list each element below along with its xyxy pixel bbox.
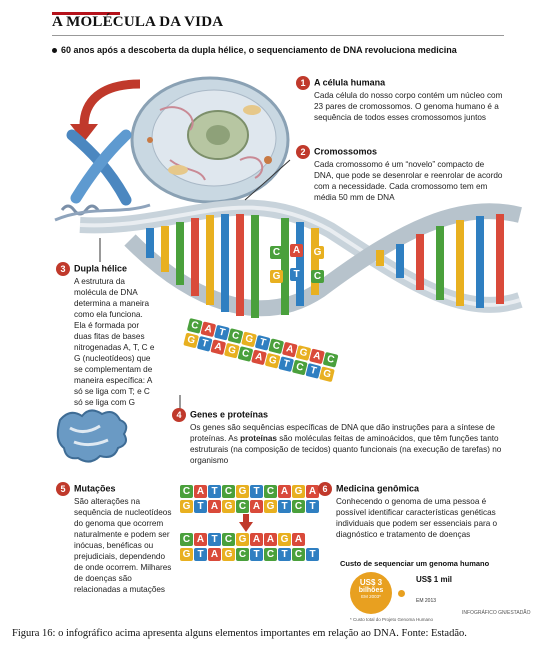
nucleotide-G: G <box>180 548 193 561</box>
section-text: Os genes são sequências específicas de D… <box>190 423 502 465</box>
step-number-badge: 2 <box>296 145 310 159</box>
cost-footnote: * Custo total do Projeto Genoma Humano <box>350 617 434 622</box>
section-title: Mutações <box>74 483 116 494</box>
nucleotide-C: C <box>292 500 305 513</box>
nucleotide-G: G <box>236 533 249 546</box>
coin-2003: US$ 3 bilhões EM 2003* <box>350 572 392 614</box>
nucleotide-G: G <box>222 548 235 561</box>
nucleotide-T: T <box>208 485 221 498</box>
nucleotide-C: C <box>236 548 249 561</box>
protein-illustration <box>56 409 128 463</box>
nucleotide-C: C <box>222 533 235 546</box>
bullet-icon <box>52 48 57 54</box>
section-4: 4 Genes e proteínas Os genes são sequênci… <box>172 408 502 466</box>
page-title: A MOLÉCULA DA VIDA <box>52 14 224 30</box>
nucleotide-T: T <box>278 500 291 513</box>
nucleotide-T: T <box>306 500 319 513</box>
coin-value: US$ 3 <box>359 578 383 587</box>
section-text: Conhecendo o genoma de uma pessoa é poss… <box>336 497 498 539</box>
coin-2013-value: US$ 1 mil <box>416 575 453 584</box>
helix-base: G <box>270 270 283 283</box>
coin-2013-year: EM 2013 <box>416 598 437 604</box>
nucleotide-C: C <box>264 485 277 498</box>
section-2: 2 Cromossomos Cada cromossomo é um “novel… <box>296 145 506 203</box>
title-accent-bar <box>52 12 120 15</box>
step-number-badge: 1 <box>296 76 310 90</box>
nucleotide-T: T <box>278 548 291 561</box>
nucleotide-C: C <box>292 548 305 561</box>
nucleotide-T: T <box>194 500 207 513</box>
section-text: A estrutura da molécula de DNA determina… <box>74 277 155 407</box>
nucleotide-A: A <box>194 533 207 546</box>
section-6: 6 Medicina genômica Conhecendo o genoma d… <box>318 482 508 540</box>
red-arrowhead-icon <box>70 124 98 142</box>
nucleotide-T: T <box>194 548 207 561</box>
nucleotide-C: C <box>236 500 249 513</box>
nucleotide-G: G <box>180 500 193 513</box>
section-title: Cromossomos <box>314 146 378 157</box>
section-text: Cada célula do nosso corpo contém um núc… <box>314 91 503 122</box>
red-arrow-icon <box>79 79 141 127</box>
coin-year: EM 2003* <box>361 594 381 599</box>
nucleotide-G: G <box>222 500 235 513</box>
nucleotide-C: C <box>222 485 235 498</box>
infographic-credit: INFOGRÁFICO GN/ESTADÃO <box>462 610 531 616</box>
nucleotide-A: A <box>250 533 263 546</box>
helix-base: A <box>290 244 303 257</box>
section-title: A célula humana <box>314 77 386 88</box>
section-title: Genes e proteínas <box>190 409 269 420</box>
helix-base: G <box>311 246 324 259</box>
subtitle-text: 60 anos após a descoberta da dupla hélic… <box>61 45 457 55</box>
nucleotide-T: T <box>250 485 263 498</box>
coin-2013 <box>398 590 405 597</box>
nucleotide-A: A <box>264 533 277 546</box>
nucleotide-C: C <box>322 351 339 368</box>
nucleotide-C: C <box>180 533 193 546</box>
nucleotide-T: T <box>306 548 319 561</box>
section-text: São alterações na sequência de nucleotíd… <box>74 497 172 594</box>
nucleotide-C: C <box>264 548 277 561</box>
nucleotide-A: A <box>306 485 319 498</box>
nucleotide-A: A <box>292 533 305 546</box>
nucleotide-G: G <box>236 485 249 498</box>
helix-base: T <box>290 268 303 281</box>
title-divider <box>52 35 504 36</box>
section-text: Cada cromossomo é um “novelo” compacto d… <box>314 160 503 202</box>
helix-base: C <box>270 246 283 259</box>
nucleotide-G: G <box>292 485 305 498</box>
section-title: Medicina genômica <box>336 483 420 494</box>
nucleotide-A: A <box>208 548 221 561</box>
section-title: Dupla hélice <box>74 263 128 274</box>
nucleotide-C: C <box>180 485 193 498</box>
step-number-badge: 4 <box>172 408 186 422</box>
step-number-badge: 5 <box>56 482 70 496</box>
nucleotide-G: G <box>264 500 277 513</box>
section-5: 5 Mutações São alterações na sequência de… <box>56 482 174 595</box>
cost-title: Custo de sequenciar um genoma humano <box>340 559 490 568</box>
nucleotide-A: A <box>208 500 221 513</box>
figure-caption: Figura 16: o infográfico acima apresenta… <box>12 628 467 639</box>
nucleotide-G: G <box>319 366 335 383</box>
section-1: 1 A célula humana Cada célula do nosso co… <box>296 76 506 123</box>
coin-unit: bilhões <box>358 587 384 594</box>
section-3: 3 Dupla hélice A estrutura da molécula de… <box>56 262 156 408</box>
helix-base: C <box>311 270 324 283</box>
nucleotide-G: G <box>278 533 291 546</box>
step-number-badge: 6 <box>318 482 332 496</box>
step-number-badge: 3 <box>56 262 70 276</box>
page-subtitle: 60 anos após a descoberta da dupla hélic… <box>52 45 457 55</box>
nucleotide-A: A <box>278 485 291 498</box>
nucleotide-T: T <box>250 548 263 561</box>
nucleotide-A: A <box>250 500 263 513</box>
nucleotide-T: T <box>208 533 221 546</box>
nucleotide-A: A <box>194 485 207 498</box>
